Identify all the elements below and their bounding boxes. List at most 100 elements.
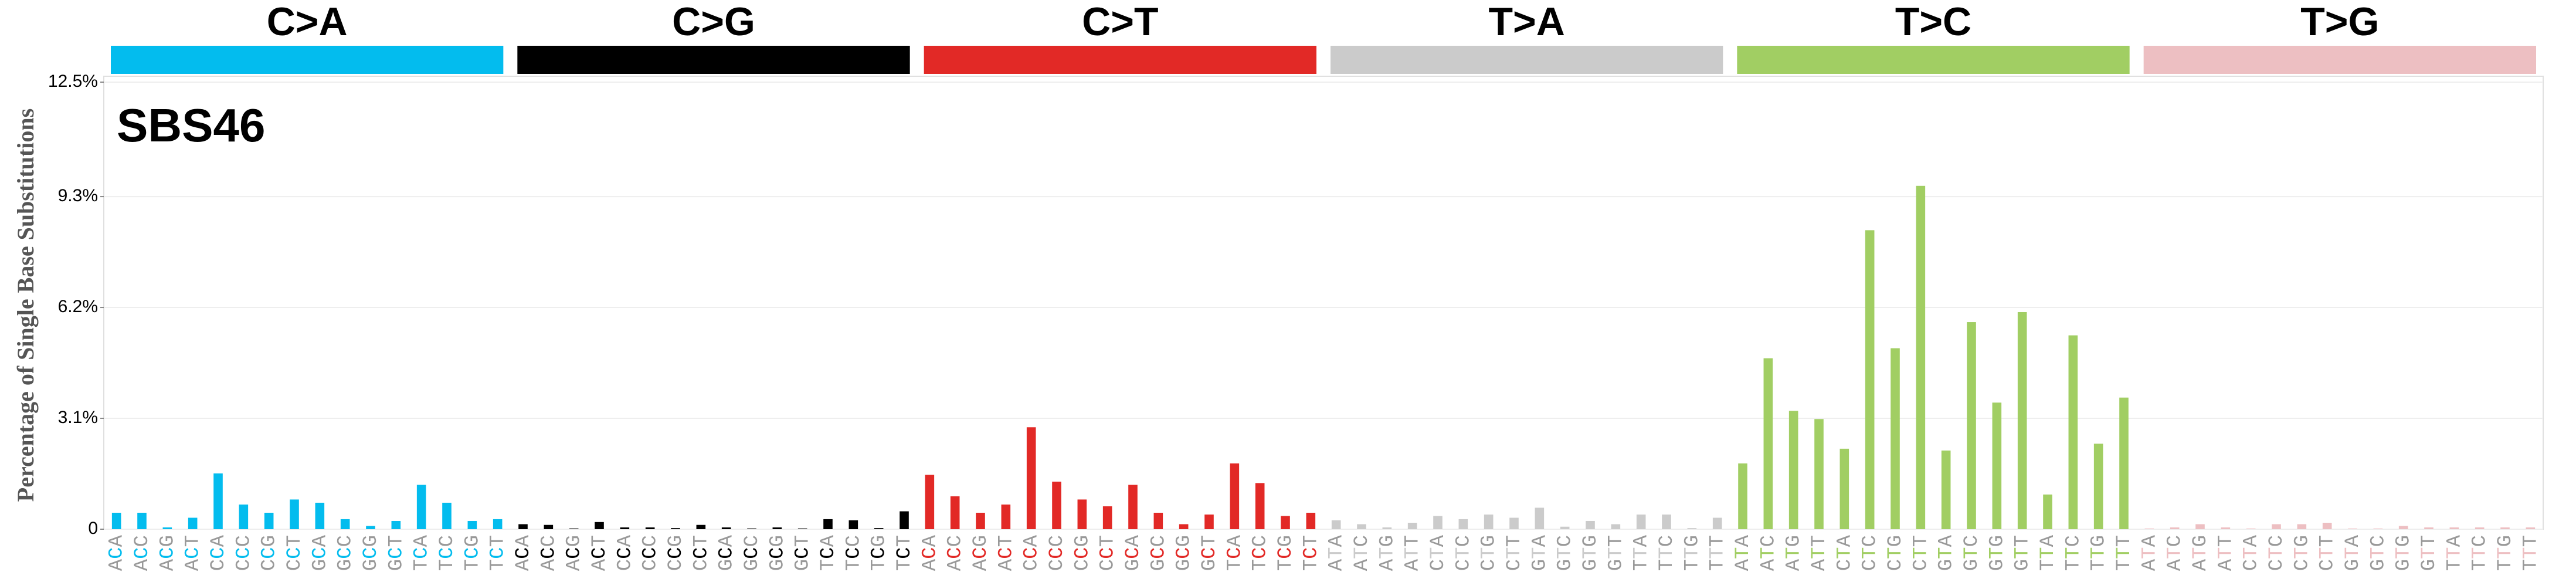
- bar: [849, 520, 858, 529]
- x-tick-label: ATT: [2215, 535, 2237, 571]
- x-tick-label: TTT: [2113, 535, 2136, 571]
- bar: [1255, 483, 1265, 529]
- bar: [1967, 322, 1976, 529]
- x-tick-label: GTA: [2342, 534, 2364, 571]
- x-tick-label: GCT: [792, 535, 814, 571]
- x-tick-label: TTG: [1681, 535, 1703, 571]
- bar: [1306, 512, 1316, 529]
- bar: [1662, 515, 1671, 529]
- bar: [823, 519, 833, 529]
- bar: [1509, 517, 1519, 529]
- bar: [416, 485, 426, 529]
- x-tick-label: TCA: [1224, 534, 1246, 571]
- bar: [1916, 185, 1926, 529]
- bar: [2170, 527, 2180, 529]
- bar: [1230, 463, 1240, 529]
- x-tick-label: GTT: [2012, 535, 2034, 571]
- group-label: T>G: [2300, 0, 2379, 44]
- x-tick-label: GTA: [1936, 534, 1958, 571]
- x-tick-label: CTG: [1478, 535, 1501, 571]
- x-tick-label: ATT: [1808, 535, 1831, 571]
- x-tick-label: CCG: [259, 535, 281, 571]
- x-tick-label: TTA: [2037, 534, 2059, 571]
- bar: [2500, 527, 2510, 529]
- y-tick-label: 12.5%: [48, 72, 98, 91]
- bar: [1204, 515, 1214, 529]
- x-tick-label: GTA: [1529, 534, 1551, 571]
- bar: [2272, 524, 2281, 529]
- bar: [340, 519, 350, 529]
- x-tick-label: TTG: [2494, 535, 2517, 571]
- bar: [1179, 524, 1189, 529]
- bar: [1560, 526, 1570, 529]
- x-tick-label: GCA: [716, 534, 738, 571]
- bar: [1535, 507, 1545, 529]
- group-label: C>G: [672, 0, 755, 44]
- x-tick-label: GTG: [2393, 535, 2415, 571]
- bar: [1712, 517, 1722, 529]
- bar: [366, 526, 375, 529]
- x-tick-label: CTT: [1503, 535, 1526, 571]
- x-tick-label: ACT: [182, 535, 205, 571]
- x-tick-label: CTC: [2266, 535, 2288, 571]
- x-tick-label: ATC: [1757, 535, 1780, 571]
- bar: [2526, 527, 2536, 529]
- bar: [544, 525, 554, 529]
- bar: [2195, 524, 2205, 529]
- bar: [467, 520, 477, 529]
- bar: [1611, 524, 1621, 529]
- x-tick-label: CTG: [2291, 535, 2313, 571]
- bar: [1407, 523, 1417, 529]
- y-tick-label: 9.3%: [58, 186, 98, 205]
- x-tick-label: CTT: [2317, 535, 2339, 571]
- y-tick-label: 0: [88, 519, 98, 538]
- x-tick-label: CTC: [1859, 535, 1882, 571]
- x-tick-label: TCT: [1300, 535, 1322, 571]
- bar: [264, 512, 274, 529]
- x-tick-label: CCA: [614, 534, 636, 571]
- x-tick-label: ACG: [157, 535, 179, 571]
- x-tick-label: ACA: [919, 534, 941, 571]
- y-axis-label: Percentage of Single Base Substitutions: [12, 109, 39, 502]
- bar: [1128, 485, 1138, 529]
- bar: [162, 527, 172, 529]
- x-tick-label: CTA: [1834, 534, 1856, 571]
- group-bar: [2143, 46, 2536, 74]
- bar: [1839, 448, 1849, 529]
- x-tick-label: TTT: [1707, 535, 1729, 571]
- x-tick-label: CCT: [1097, 535, 1119, 571]
- x-tick-label: ATG: [1376, 535, 1399, 571]
- bar: [1738, 463, 1747, 529]
- bar: [1941, 450, 1951, 529]
- bar: [213, 473, 223, 529]
- bar: [2221, 527, 2231, 529]
- bar: [2017, 312, 2027, 529]
- x-tick-label: ACC: [538, 535, 560, 571]
- bar: [2093, 444, 2103, 529]
- bar: [1788, 411, 1798, 529]
- x-tick-label: CTG: [1885, 535, 1907, 571]
- bar: [1331, 520, 1341, 529]
- bar: [2297, 524, 2307, 529]
- chart-title: SBS46: [117, 99, 265, 151]
- group-bar: [1737, 46, 2130, 74]
- x-tick-label: TCT: [487, 535, 510, 571]
- x-tick-label: ATA: [2139, 534, 2161, 571]
- bar: [1687, 528, 1697, 529]
- group-label: C>T: [1082, 0, 1158, 44]
- x-tick-label: TCG: [868, 535, 891, 571]
- x-tick-label: GCG: [766, 535, 789, 571]
- bar: [1992, 402, 2002, 529]
- x-tick-label: CTA: [2241, 534, 2263, 571]
- x-tick-label: ACG: [564, 535, 586, 571]
- bar: [1102, 506, 1112, 529]
- x-tick-label: GCC: [741, 535, 763, 571]
- x-tick-label: GCC: [335, 535, 357, 571]
- x-tick-label: TCG: [1275, 535, 1297, 571]
- x-tick-label: CCA: [1021, 534, 1043, 571]
- x-tick-label: ATG: [2190, 535, 2212, 571]
- x-tick-label: GCT: [1199, 535, 1221, 571]
- bar: [595, 522, 604, 529]
- bar: [1458, 519, 1468, 529]
